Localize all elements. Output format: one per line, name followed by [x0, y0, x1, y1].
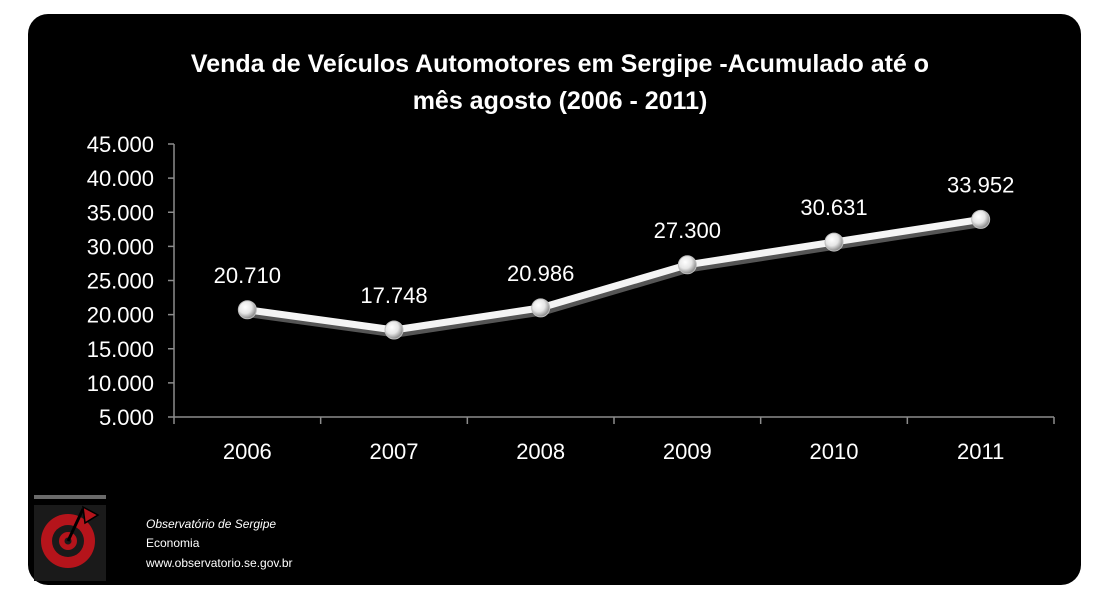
observatorio-logo-icon	[34, 495, 106, 581]
x-tick-label: 2007	[370, 439, 419, 464]
y-tick-label: 15.000	[87, 337, 154, 362]
data-label: 20.986	[507, 261, 574, 286]
footer-dept: Economia	[146, 536, 200, 550]
data-point	[237, 300, 257, 320]
footer-url[interactable]: www.observatorio.se.gov.br	[146, 556, 293, 570]
data-label: 17.748	[360, 283, 427, 308]
y-tick-label: 20.000	[87, 303, 154, 328]
data-label: 27.300	[654, 218, 721, 243]
x-tick-label: 2008	[516, 439, 565, 464]
x-tick-label: 2009	[663, 439, 712, 464]
chart-title-line2: mês agosto (2006 - 2011)	[412, 87, 708, 115]
x-tick-label: 2011	[957, 439, 1004, 464]
data-point	[971, 209, 991, 229]
y-tick-label: 35.000	[87, 200, 154, 225]
data-label: 20.710	[214, 263, 281, 288]
y-tick-label: 5.000	[99, 405, 154, 430]
data-point	[531, 298, 551, 318]
data-point	[824, 232, 844, 252]
data-label: 33.952	[947, 172, 1014, 197]
data-point	[384, 320, 404, 340]
data-label: 30.631	[800, 195, 867, 220]
y-tick-label: 40.000	[87, 166, 154, 191]
chart-title-line1: Venda de Veículos Automotores em Sergipe…	[190, 50, 930, 78]
x-tick-label: 2006	[223, 439, 272, 464]
y-tick-label: 25.000	[87, 269, 154, 294]
series-line	[246, 215, 982, 334]
x-tick-label: 2010	[810, 439, 859, 464]
y-tick-label: 10.000	[87, 371, 154, 396]
y-tick-label: 30.000	[87, 234, 154, 259]
y-tick-label: 45.000	[87, 132, 154, 157]
chart-panel	[28, 14, 1081, 585]
footer-org: Observatório de Sergipe	[146, 517, 277, 531]
data-point	[677, 255, 697, 275]
